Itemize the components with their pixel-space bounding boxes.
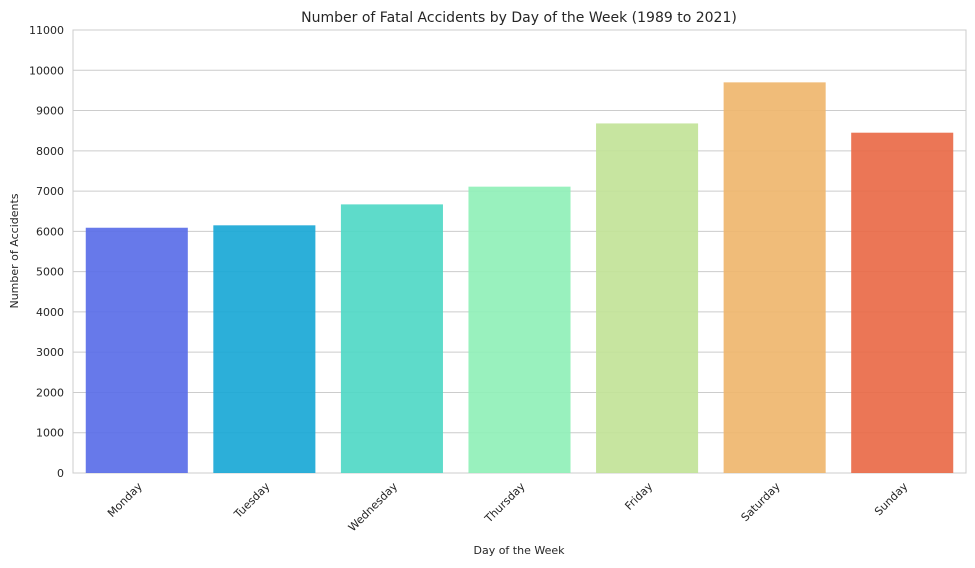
y-tick-labels: 0 1000 2000 3000 4000 5000 6000 7000 8000 9000 100… (29, 24, 64, 480)
x-axis-label: Day of the Week (473, 544, 565, 557)
y-tick-label: 5000 (36, 266, 64, 279)
chart-title: Number of Fatal Accidents by Day of the … (301, 10, 737, 26)
x-tick-label: Saturday (739, 480, 784, 525)
x-tick-label: Friday (622, 480, 655, 513)
bar-friday (596, 123, 699, 473)
bar-thursday (468, 186, 571, 474)
bar-wednesday (340, 204, 443, 473)
x-tick-label: Wednesday (346, 480, 401, 535)
bar-saturday (723, 82, 826, 473)
x-tick-labels: Monday Tuesday Wednesday Thursday Friday Satu… (105, 480, 911, 535)
y-tick-label: 0 (57, 467, 64, 480)
bars (85, 82, 954, 474)
y-tick-label: 2000 (36, 386, 64, 399)
bar-monday (85, 227, 188, 473)
y-tick-label: 10000 (29, 64, 64, 77)
y-tick-label: 11000 (29, 24, 64, 37)
y-tick-label: 9000 (36, 105, 64, 118)
y-tick-label: 8000 (36, 145, 64, 158)
x-tick-label: Sunday (872, 480, 911, 519)
bar-sunday (851, 132, 954, 474)
x-tick-label: Monday (105, 480, 145, 520)
y-tick-label: 3000 (36, 346, 64, 359)
y-tick-label: 1000 (36, 427, 64, 440)
y-tick-label: 4000 (36, 306, 64, 319)
y-tick-label: 7000 (36, 185, 64, 198)
x-tick-label: Tuesday (231, 480, 273, 522)
y-axis-label: Number of Accidents (8, 193, 21, 308)
x-tick-label: Thursday (482, 480, 528, 526)
y-tick-label: 6000 (36, 225, 64, 238)
bar-tuesday (213, 225, 316, 473)
